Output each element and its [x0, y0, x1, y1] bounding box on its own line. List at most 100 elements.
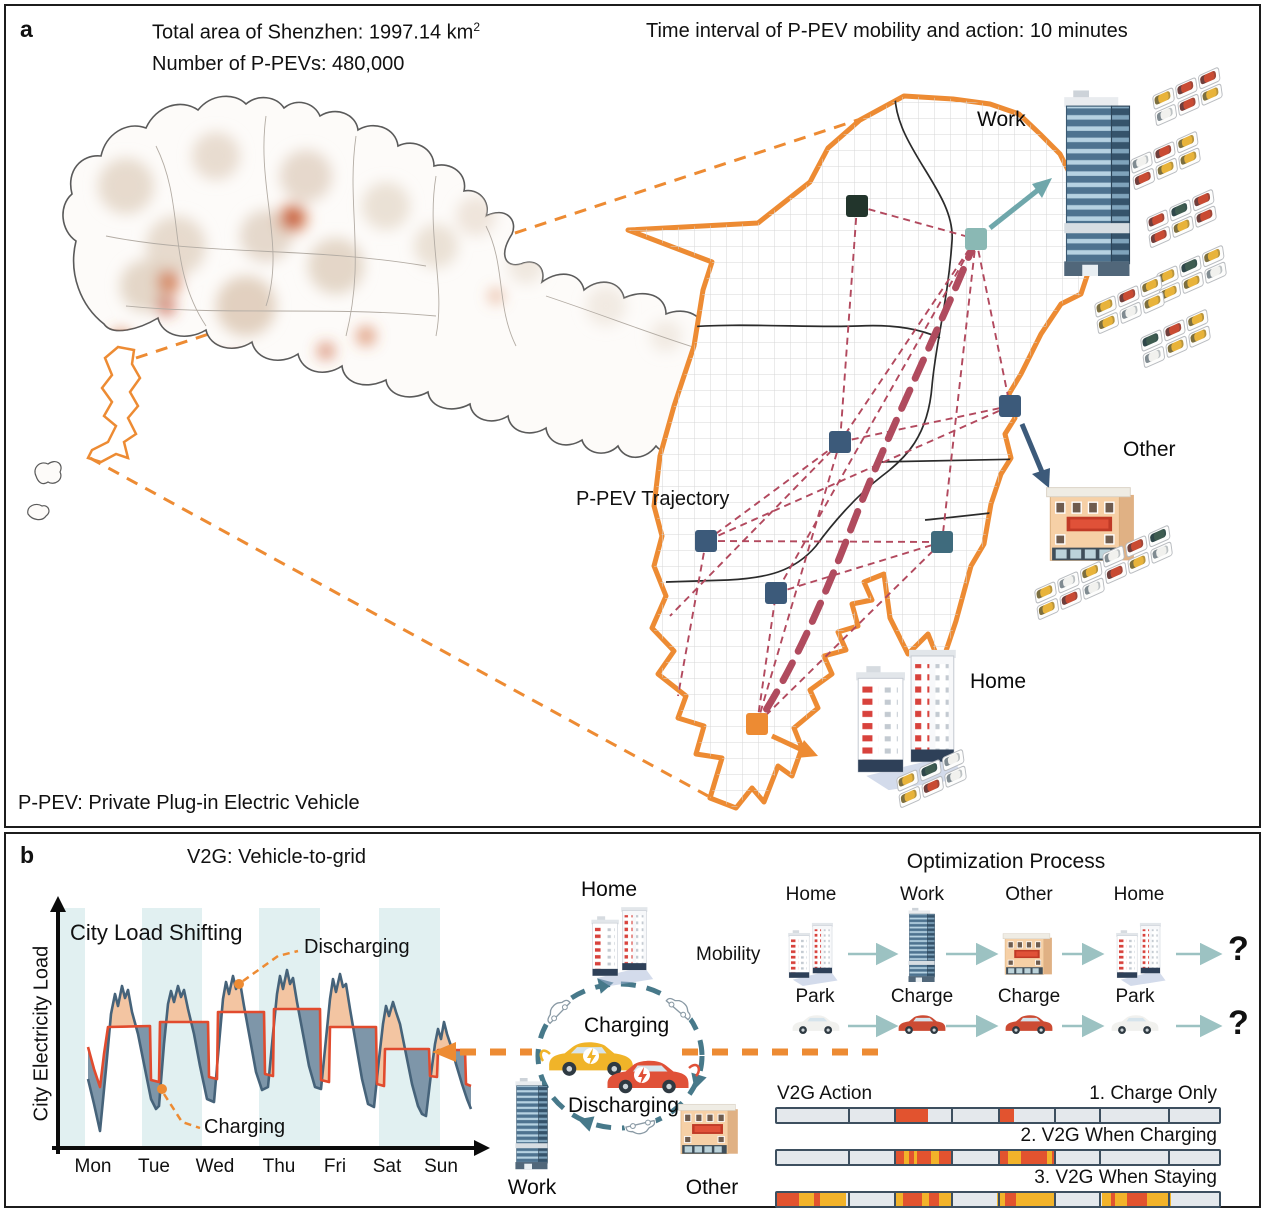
district-grid-map [625, 93, 1094, 811]
v2g-action-block: V2G Action 1. Charge Only 2. V2G When Ch… [696, 1079, 1262, 1208]
v2g-action-title: V2G Action [777, 1083, 873, 1104]
arrow-to-other [1032, 468, 1050, 488]
node-navy-4 [765, 582, 787, 604]
charging-annotation: Charging [204, 1116, 286, 1138]
red-car-icon [1126, 538, 1144, 554]
cycle-arc [535, 981, 705, 1131]
original-load-line [86, 968, 473, 1133]
load-chart-canvas [50, 896, 490, 1156]
x-tick-mon: Mon [74, 1156, 112, 1177]
yellow-car-icon [1038, 600, 1056, 616]
yellow-car-icon [1173, 218, 1190, 234]
sequence-arrows [848, 942, 1223, 1038]
white-car-icon [946, 768, 963, 784]
white-car-icon [1121, 304, 1138, 320]
green-car-icon [1142, 332, 1159, 348]
charging-car-icon [539, 1042, 633, 1076]
white-car-icon [1156, 106, 1174, 122]
stat-total-area: Total area of Shenzhen: 1997.14 km2 [152, 20, 481, 44]
y-axis-arrow [50, 896, 66, 912]
white-car-icon [1206, 264, 1223, 280]
x-tick-sat: Sat [372, 1156, 402, 1177]
strategy-3-bar [775, 1191, 1221, 1208]
seq-act-2: Charge [997, 986, 1061, 1007]
arrow-to-home [796, 740, 818, 758]
green-car-icon [1180, 258, 1198, 274]
node-navy-1 [999, 395, 1021, 417]
mobility-label: Mobility [696, 944, 761, 965]
district-borders [105, 115, 707, 352]
strategy-1-bar [775, 1107, 1221, 1124]
annotation-leaders [157, 949, 299, 1130]
red-car-icon [1164, 322, 1182, 338]
red-car-icon [1148, 212, 1165, 228]
cycle-canvas [535, 978, 707, 1140]
cycle-work-building [504, 1078, 560, 1172]
panel-a-tag: a [20, 16, 33, 42]
v2g-flow-arrows [432, 1042, 882, 1062]
seq-act-3: Park [1115, 986, 1155, 1007]
v2g-cycle: Home Charging Discharging Work Other [456, 862, 796, 1206]
island-1 [34, 460, 62, 485]
node-navy-2 [829, 431, 851, 453]
cycle-other-label: Other [685, 1176, 739, 1199]
white-car-icon [1058, 574, 1076, 590]
seq-loc-3: Home [1113, 884, 1165, 905]
yellow-car-icon [1036, 584, 1053, 600]
yellow-car-icon [1154, 90, 1171, 106]
green-car-icon [920, 762, 938, 778]
yellow-car-icon [1144, 294, 1161, 310]
white-car-icon [1132, 154, 1149, 170]
km2-superscript: 2 [473, 20, 481, 34]
heat-blobs [77, 132, 682, 444]
optimization-process: Optimization Process Mobility Home Work … [696, 842, 1262, 1078]
cycle-discharging-label: Discharging [568, 1094, 679, 1117]
optimization-title: Optimization Process [906, 850, 1106, 873]
white-car-icon [943, 751, 961, 768]
yellow-car-icon [1180, 150, 1197, 166]
chart-title: City Load Shifting [70, 920, 243, 945]
panel-a: a Total area of Shenzhen: 1997.14 km2 Nu… [4, 4, 1261, 828]
direction-arrows [770, 178, 1052, 758]
yellow-car-icon [1203, 247, 1221, 264]
red-car-icon [1179, 96, 1196, 112]
discharging-annotation: Discharging [304, 936, 410, 958]
yellow-car-icon [1177, 133, 1195, 150]
white-car-icon [1144, 348, 1162, 364]
yellow-car-icon [900, 788, 918, 804]
pev-footnote: P-PEV: Private Plug-in Electric Vehicle [18, 792, 360, 814]
x-tick-fri: Fri [323, 1156, 347, 1177]
red-car-icon [1199, 69, 1217, 86]
panel-b: b V2G: Vehicle-to-grid [4, 832, 1261, 1208]
cycle-work-label: Work [507, 1176, 557, 1199]
x-tick-thu: Thu [262, 1156, 296, 1177]
v2g-definition: V2G: Vehicle-to-grid [187, 846, 366, 868]
node-dark [846, 195, 868, 217]
unknown-next-action: ? [1228, 1004, 1249, 1042]
cycle-home-label: Home [581, 878, 638, 901]
red-car-icon [1176, 80, 1194, 96]
flow-arrowhead-left [432, 1042, 456, 1062]
axes [52, 906, 478, 1154]
highlighted-district-outline [86, 345, 142, 464]
work-building [1053, 80, 1143, 292]
island-2 [27, 503, 50, 521]
red-car-icon [1193, 191, 1211, 208]
red-car-icon [923, 778, 940, 794]
unknown-next-location: ? [1228, 930, 1249, 968]
work-label: Work [977, 108, 1026, 131]
red-car-icon [1061, 590, 1078, 606]
strategy-2-bar [775, 1149, 1221, 1166]
seq-loc-1: Work [900, 884, 944, 905]
panel-b-tag: b [20, 842, 35, 868]
grid-cells [628, 96, 1091, 808]
arrow-to-work [1032, 178, 1052, 198]
red-car-icon [1154, 144, 1172, 160]
seq-loc-2: Other [1005, 884, 1053, 905]
zone-nodes [695, 195, 1021, 735]
node-home-orange [746, 713, 768, 735]
white-car-icon [1104, 548, 1121, 564]
yellow-car-icon [1081, 563, 1099, 580]
yellow-car-icon [1157, 160, 1174, 176]
yellow-car-icon [1096, 298, 1113, 314]
